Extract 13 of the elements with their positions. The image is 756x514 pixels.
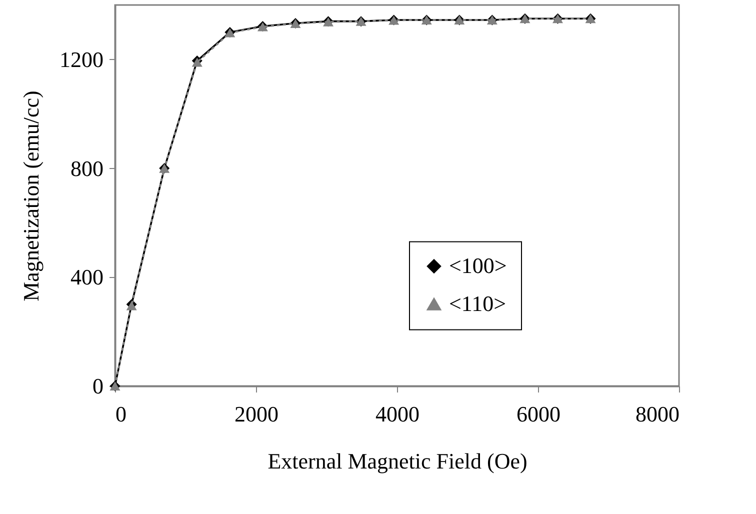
- x-tick-label: 6000: [516, 402, 560, 426]
- legend-label: <100>: [449, 253, 507, 278]
- x-tick-label: 2000: [234, 402, 278, 426]
- x-tick-label: 0: [116, 402, 126, 426]
- y-tick-label: 400: [70, 264, 104, 290]
- legend-label: <110>: [449, 291, 506, 316]
- x-axis-title: External Magnetic Field (Oe): [268, 448, 528, 474]
- y-tick-label: 800: [70, 156, 104, 181]
- y-tick-label: 1200: [60, 46, 104, 72]
- y-tick-label: 0: [92, 374, 104, 398]
- x-tick-label: 4000: [376, 402, 420, 426]
- y-axis-title: Magnetization (emu/cc): [18, 90, 44, 302]
- x-tick-label: 8000: [636, 402, 680, 426]
